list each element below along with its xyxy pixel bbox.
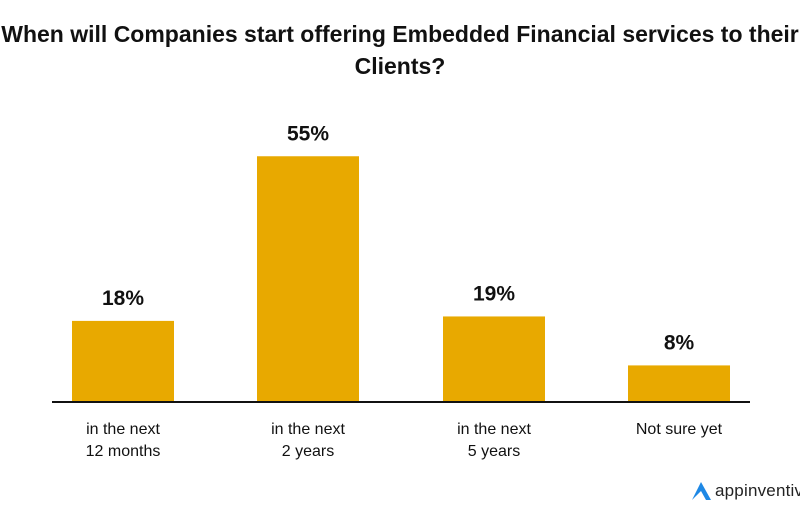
category-label: 5 years — [468, 443, 520, 460]
category-label: in the next — [457, 421, 531, 438]
category-label: in the next — [86, 421, 160, 438]
bar — [72, 320, 174, 401]
brand-name: appinventiv — [715, 481, 800, 500]
data-label: 19% — [473, 282, 515, 305]
category-label: in the next — [271, 421, 345, 438]
data-label: 55% — [287, 122, 329, 145]
bar — [443, 316, 545, 401]
chart-title: When will Companies start offering Embed… — [1, 21, 799, 79]
data-label: 8% — [664, 331, 695, 354]
category-label: Not sure yet — [636, 421, 723, 438]
category-label: 12 months — [86, 443, 161, 460]
appinventiv-logo-icon — [692, 482, 711, 500]
bar — [628, 365, 730, 401]
data-label: 18% — [102, 287, 144, 310]
bar — [257, 156, 359, 401]
category-label: 2 years — [282, 443, 334, 460]
appinventiv-logo: appinventiv — [690, 481, 800, 501]
